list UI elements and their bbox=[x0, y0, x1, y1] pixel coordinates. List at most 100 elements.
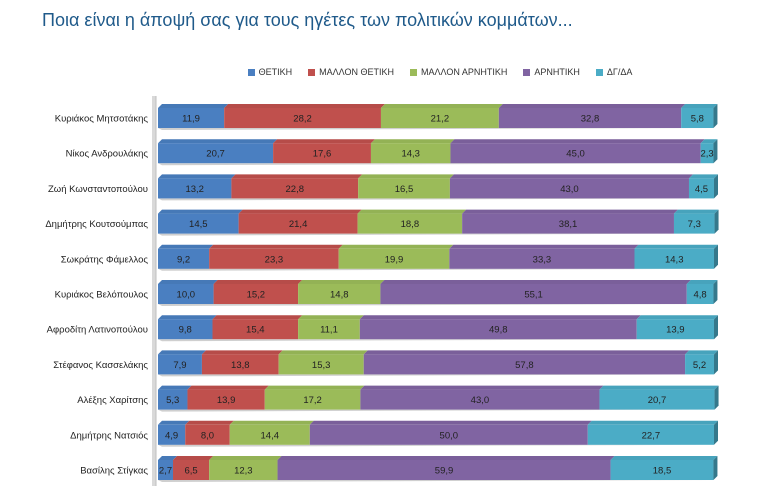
data-label: 17,6 bbox=[313, 149, 332, 160]
data-label: 8,0 bbox=[201, 430, 214, 441]
bar-segment-top bbox=[380, 104, 503, 108]
page-title: Ποια είναι η άποψή σας για τους ηγέτες τ… bbox=[42, 10, 573, 30]
bar-segment bbox=[158, 424, 186, 445]
bar-segment-top bbox=[610, 456, 718, 460]
bar-shadow bbox=[158, 304, 718, 306]
bar-segment-side bbox=[713, 104, 718, 128]
data-label: 15,2 bbox=[247, 290, 266, 301]
category-label: Σωκράτης Φάμελλος bbox=[61, 254, 149, 265]
bar-shadow bbox=[158, 268, 718, 271]
bar-segment bbox=[309, 424, 588, 445]
legend-item: ΜΑΛΛΟΝ ΑΡΝΗΤΙΚΗ bbox=[410, 67, 507, 77]
bar-segment-top bbox=[187, 385, 269, 390]
bar-segment-top bbox=[158, 420, 190, 425]
data-label: 13,8 bbox=[231, 360, 250, 371]
bar-segment bbox=[673, 213, 715, 234]
category-label: Κυριάκος Βελόπουλος bbox=[55, 290, 149, 301]
bar-segment bbox=[587, 424, 714, 445]
bar-segment-side bbox=[714, 315, 718, 340]
bar-segment-side bbox=[714, 244, 718, 269]
bar-segment-top bbox=[158, 244, 214, 249]
bar-segment-top bbox=[264, 385, 365, 390]
data-label: 14,8 bbox=[330, 290, 349, 301]
bar-segment bbox=[359, 319, 637, 340]
data-label: 28,2 bbox=[293, 114, 312, 125]
bar-segment-top bbox=[158, 280, 218, 284]
bar-shadow bbox=[158, 128, 718, 130]
data-label: 7,9 bbox=[173, 360, 186, 371]
bar-segment bbox=[158, 389, 188, 410]
axis-wall bbox=[152, 96, 156, 486]
bar-segment-top bbox=[212, 315, 303, 320]
data-label: 59,9 bbox=[435, 466, 454, 477]
bar-segment bbox=[450, 143, 701, 164]
data-label: 15,3 bbox=[312, 360, 331, 371]
bar-segment bbox=[370, 143, 451, 164]
data-label: 14,4 bbox=[261, 430, 280, 441]
bar-shadow bbox=[158, 374, 718, 377]
bar-segment bbox=[158, 354, 202, 375]
bar-segment-top bbox=[380, 280, 691, 284]
bar-shadow bbox=[158, 233, 718, 236]
bar-segment-top bbox=[213, 280, 303, 284]
bar-segment-top bbox=[498, 104, 686, 108]
data-label: 18,5 bbox=[653, 466, 672, 477]
bar-segment-top bbox=[450, 139, 705, 144]
data-label: 4,8 bbox=[693, 290, 706, 301]
bar-segment bbox=[173, 460, 210, 480]
bar-segment bbox=[278, 354, 364, 375]
bar-segment-top bbox=[209, 456, 282, 460]
bar-segment bbox=[685, 354, 714, 375]
bar-segment bbox=[599, 389, 715, 410]
data-label: 45,0 bbox=[566, 149, 585, 160]
bar-segment bbox=[449, 248, 635, 269]
bar-segment-top bbox=[229, 420, 314, 425]
data-label: 11,9 bbox=[182, 114, 200, 125]
bar-segment-top bbox=[298, 315, 364, 320]
data-label: 49,8 bbox=[489, 325, 508, 336]
bar-segment-top bbox=[173, 456, 214, 460]
data-label: 6,5 bbox=[184, 466, 197, 477]
category-label: Στέφανος Κασσελάκης bbox=[53, 360, 148, 371]
data-label: 2,3 bbox=[700, 149, 713, 160]
bar-shadow bbox=[158, 163, 718, 166]
bar-segment-top bbox=[700, 139, 718, 144]
bar-segment-top bbox=[681, 104, 718, 108]
bar-segment bbox=[449, 178, 689, 199]
bar-segment bbox=[229, 424, 310, 445]
data-label: 12,3 bbox=[234, 466, 253, 477]
data-label: 22,7 bbox=[642, 430, 661, 441]
data-label: 17,2 bbox=[303, 395, 322, 406]
bar-segment bbox=[264, 389, 361, 410]
bar-segment bbox=[636, 319, 714, 340]
category-label: Δημήτρης Νατσιός bbox=[70, 430, 148, 441]
bar-segment-top bbox=[158, 350, 206, 355]
bar-segment bbox=[231, 178, 359, 199]
bar-segment-top bbox=[636, 315, 718, 320]
bar-segment bbox=[209, 248, 339, 269]
bar-segment-top bbox=[357, 209, 467, 214]
bar-segment bbox=[238, 213, 358, 234]
bar-segment bbox=[360, 389, 600, 410]
bar-segment-top bbox=[209, 244, 343, 249]
bar-segment-side bbox=[713, 456, 718, 480]
bar-segment-top bbox=[277, 456, 615, 460]
legend-item: ΘΕΤΙΚΗ bbox=[247, 67, 292, 77]
bar-segment bbox=[358, 178, 450, 199]
bar-segment-top bbox=[338, 244, 454, 249]
bar-segment-top bbox=[231, 174, 363, 179]
category-label: Νίκος Ανδρουλάκης bbox=[66, 149, 149, 160]
data-label: 4,9 bbox=[165, 430, 178, 441]
data-label: 2,7 bbox=[159, 466, 172, 477]
legend-item: ΔΓ/ΔΑ bbox=[595, 67, 632, 77]
data-label: 57,8 bbox=[515, 360, 534, 371]
data-label: 21,2 bbox=[431, 114, 450, 125]
data-label: 50,0 bbox=[440, 430, 459, 441]
bar-segment bbox=[158, 143, 274, 164]
data-label: 11,1 bbox=[320, 325, 338, 336]
data-label: 21,4 bbox=[289, 219, 308, 230]
bar-segment bbox=[338, 248, 450, 269]
data-label: 14,3 bbox=[665, 254, 684, 265]
bar-segment-top bbox=[309, 420, 592, 425]
data-label: 32,8 bbox=[581, 114, 600, 125]
